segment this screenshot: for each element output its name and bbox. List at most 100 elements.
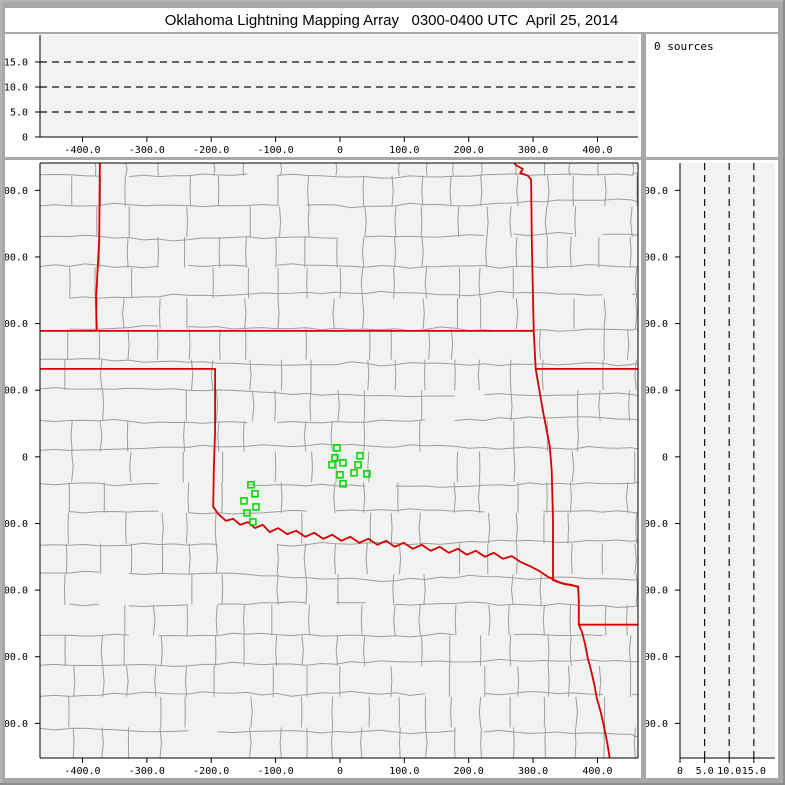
county-line [628,635,632,667]
state-border-path [513,163,611,758]
county-line [394,206,397,238]
plot-area [40,163,638,758]
county-line [156,328,159,360]
county-line [40,172,638,179]
y-tick-label: 200.0 [5,319,28,330]
county-line [515,512,518,544]
county-line [69,601,638,609]
county-line [486,206,489,238]
county-line [576,420,579,452]
county-line [633,727,636,758]
county-line [191,359,194,391]
x-tick-label: 400.0 [582,145,612,156]
state-border-path [40,368,579,588]
county-line [391,175,394,207]
plot-content [40,61,638,113]
county-line [542,604,545,636]
page-title: Oklahoma Lightning Mapping Array 0300-04… [164,11,619,29]
county-line [242,420,245,452]
plot-area [40,35,638,137]
county-line [487,512,491,544]
county-line [478,451,481,483]
northsouth-altitude-plot: 0 5.010.015.0 400.0 300.0 200.0 100.0 0 -100.0 -… [646,163,775,777]
county-line [99,359,103,391]
county-line [189,175,191,207]
county-line [274,390,277,421]
county-line [509,635,512,667]
x-tick-label: -400.0 [64,145,100,156]
county-line [331,696,334,728]
county-line [279,727,282,758]
county-line [122,298,125,329]
county-line [217,420,220,452]
county-line [418,420,421,452]
county-line [69,325,638,332]
plan-view-map-plot: -400.0 -300.0 -200.0 -100.0 0 100.0 200.0 300.0… [5,162,639,777]
county-line [161,512,164,544]
county-line [424,267,428,299]
county-line [183,420,186,452]
county-line [369,512,372,544]
x-tick-label: -200.0 [193,145,229,156]
county-line [125,163,128,176]
y-tick-label: 400.0 [5,186,28,197]
lma-station-marker [350,468,358,477]
county-line [454,604,457,636]
lma-station-marker [331,453,339,462]
lma-station-marker [339,479,347,488]
county-line [421,635,423,667]
county-line [309,390,312,421]
county-line [509,359,512,391]
county-line [40,570,638,583]
county-line [603,298,606,329]
county-line [363,390,366,421]
county-line [159,727,162,758]
county-line [574,206,577,238]
x-tick-label: 200.0 [454,766,484,777]
county-line [251,390,255,421]
county-line [360,267,364,299]
county-line [305,574,308,605]
county-line [157,236,160,268]
county-line [249,727,252,758]
county-line [398,163,400,176]
county-line [634,543,637,575]
county-line [242,163,245,176]
county-line [362,175,365,207]
county-line [477,359,480,391]
county-line [218,328,221,360]
county-line [71,451,74,483]
county-line [572,175,574,207]
county-line [632,163,635,176]
county-line [216,390,218,421]
county-line [307,175,310,207]
county-line [40,416,638,424]
county-line [308,604,310,636]
county-line [488,604,491,636]
y-tick-label: 100.0 [5,386,28,397]
county-line [40,658,638,667]
county-line [363,482,366,513]
county-line [390,666,393,697]
county-line [70,420,73,452]
source-count-panel: 0 sources [646,34,778,157]
county-line [513,727,515,758]
county-line [40,231,638,242]
county-line [598,390,601,421]
county-line [40,632,603,638]
x-tick-label: 0 [677,766,683,777]
county-line [129,451,132,483]
county-line [418,512,421,544]
county-line [509,206,512,238]
plot-area [680,163,775,758]
county-line [99,420,103,452]
y-tick-label: 5.0 [10,108,28,119]
county-line [306,267,308,299]
county-line [330,727,333,758]
county-line [456,451,459,483]
county-line [515,236,518,268]
county-line [303,420,307,452]
county-line [280,482,283,513]
county-line [450,328,454,360]
county-line [604,604,607,636]
